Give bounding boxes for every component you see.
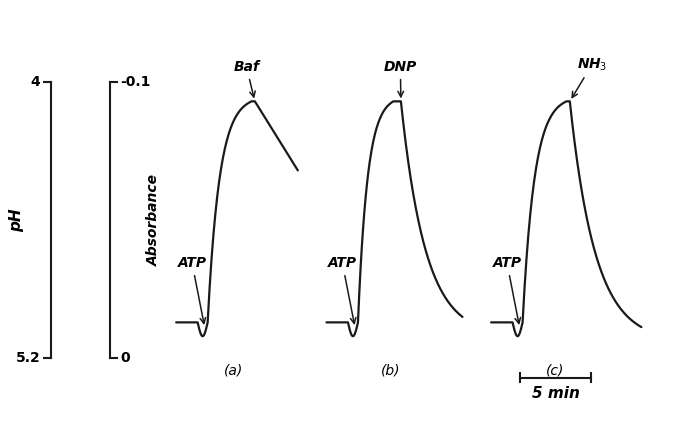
Text: 4: 4 bbox=[31, 75, 41, 89]
Text: (b): (b) bbox=[381, 364, 401, 378]
Text: 5 min: 5 min bbox=[531, 386, 579, 401]
Text: NH$_3$: NH$_3$ bbox=[572, 56, 607, 98]
Text: -0.1: -0.1 bbox=[120, 75, 150, 89]
Text: ATP: ATP bbox=[328, 256, 357, 324]
Text: DNP: DNP bbox=[384, 60, 417, 97]
Text: (c): (c) bbox=[546, 364, 564, 378]
Text: (a): (a) bbox=[224, 364, 243, 378]
Text: pH: pH bbox=[9, 208, 24, 232]
Text: Absorbance: Absorbance bbox=[147, 174, 161, 266]
Text: ATP: ATP bbox=[178, 256, 207, 324]
Text: 5.2: 5.2 bbox=[16, 351, 41, 365]
Text: ATP: ATP bbox=[493, 256, 521, 324]
Text: Baf: Baf bbox=[233, 60, 260, 97]
Text: 0: 0 bbox=[120, 351, 130, 365]
